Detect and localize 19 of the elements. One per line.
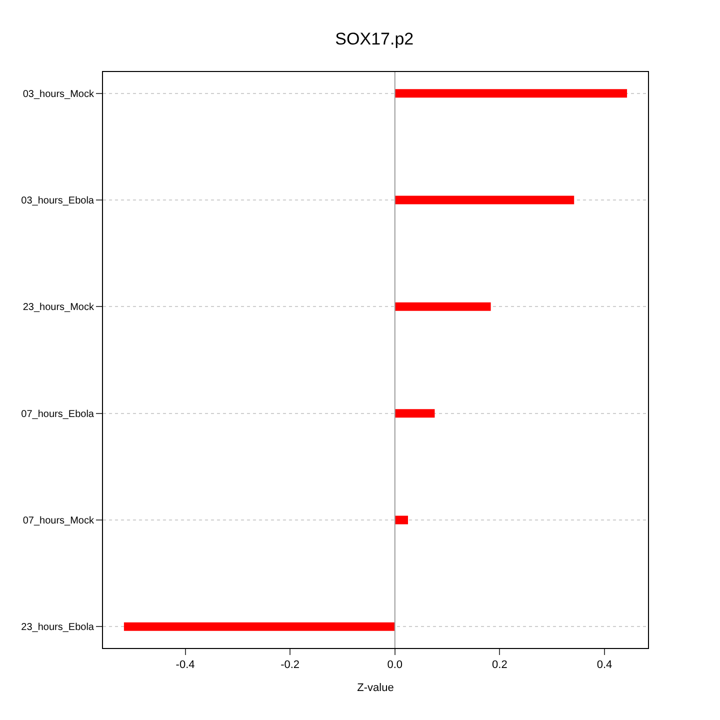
bar (394, 409, 435, 418)
y-tick-label: 23_hours_Ebola (21, 622, 94, 634)
y-tick-label: 23_hours_Mock (22, 302, 95, 314)
y-tick-label: 03_hours_Ebola (21, 196, 94, 206)
x-tick-label: 0.4 (596, 659, 612, 672)
bar (394, 302, 491, 311)
bar (394, 89, 628, 98)
y-tick-label: 07_hours_Ebola (21, 408, 94, 420)
x-tick-label: 0.2 (492, 659, 508, 672)
y-tick-label: 03_hours_Mock (22, 88, 95, 100)
x-tick-label: -0.4 (176, 659, 195, 672)
x-tick-label: 0.0 (387, 659, 403, 672)
bar (394, 196, 574, 204)
y-tick-label: 07_hours_Mock (22, 516, 95, 526)
chart-title: SOX17.p2 (335, 29, 414, 48)
x-tick-label: -0.2 (280, 659, 300, 672)
x-axis-title: Z-value (357, 682, 394, 694)
bar (394, 516, 408, 524)
bar (124, 622, 395, 631)
